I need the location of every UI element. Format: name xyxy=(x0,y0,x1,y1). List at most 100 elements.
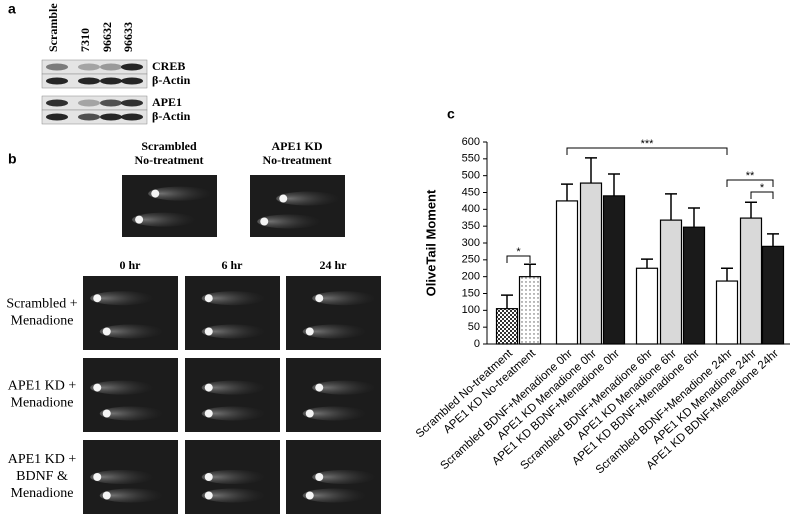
bar xyxy=(761,245,785,345)
significance-label: ** xyxy=(746,170,755,182)
comet-head xyxy=(151,189,160,198)
comet-tail xyxy=(90,380,155,395)
row-label: Menadione xyxy=(11,314,74,329)
panel-label: c xyxy=(447,106,455,122)
comet-head xyxy=(135,215,144,224)
comet-head xyxy=(93,473,102,481)
error-bar xyxy=(585,157,597,184)
bar xyxy=(518,276,542,345)
comet-tail xyxy=(302,488,367,503)
comet-image xyxy=(185,358,280,432)
error-bar xyxy=(608,173,620,196)
comet-head xyxy=(305,327,314,336)
comet-image xyxy=(122,175,217,237)
panel-label: a xyxy=(8,1,16,17)
error-bar xyxy=(721,267,733,282)
error-bar xyxy=(665,193,677,221)
x-tick-label: Scrambled No-treatment xyxy=(414,347,516,440)
band xyxy=(78,113,100,121)
comet-tail xyxy=(148,186,213,201)
row-label: Menadione xyxy=(11,486,74,501)
bar xyxy=(635,267,659,345)
comet-tail xyxy=(312,470,377,484)
comet-head xyxy=(260,217,269,226)
comet-head xyxy=(204,383,213,392)
comet-head xyxy=(315,383,324,392)
row-label: APE1 KD + xyxy=(8,452,77,467)
band xyxy=(100,99,122,107)
band xyxy=(100,63,122,71)
error-bar xyxy=(561,183,573,201)
comet-head xyxy=(204,409,213,418)
lane-label: 96633 xyxy=(121,22,135,52)
y-tick-label: 250 xyxy=(462,254,480,266)
comet-tail xyxy=(302,406,367,421)
significance-label: *** xyxy=(641,138,655,150)
comet-head xyxy=(204,473,213,481)
error-bar xyxy=(745,201,757,219)
comet-head xyxy=(102,409,111,418)
lane-label: 96632 xyxy=(100,22,114,52)
significance-bracket xyxy=(506,255,531,263)
y-tick-label: 400 xyxy=(462,203,480,215)
control-label: No-treatment xyxy=(262,153,331,167)
comet-head xyxy=(204,327,213,336)
blot-label: CREB xyxy=(152,59,185,73)
comet-tail xyxy=(132,212,197,227)
y-tick-label: 550 xyxy=(462,153,480,165)
comet-tail xyxy=(99,406,164,421)
band xyxy=(46,113,68,121)
band xyxy=(78,63,100,71)
comet-head xyxy=(204,294,213,303)
significance-label: * xyxy=(760,182,765,194)
y-tick-label: 50 xyxy=(468,321,480,333)
control-label: APE1 KD xyxy=(272,139,323,153)
bar xyxy=(715,280,739,345)
comet-image xyxy=(83,358,178,432)
y-axis-label: OliveTail Moment xyxy=(423,189,438,296)
bar xyxy=(495,308,519,345)
comet-tail xyxy=(201,380,266,395)
comet-head xyxy=(305,491,314,500)
band xyxy=(121,63,143,71)
comet-head xyxy=(305,409,314,418)
error-bar xyxy=(501,294,513,309)
significance-bracket xyxy=(726,179,774,187)
significance-label: * xyxy=(516,246,521,258)
band xyxy=(78,77,100,85)
band xyxy=(100,77,122,85)
bar xyxy=(682,226,706,345)
panel-label: b xyxy=(8,151,17,167)
comet-image xyxy=(185,276,280,350)
significance-bracket xyxy=(750,191,774,199)
bar xyxy=(659,219,683,345)
y-tick-label: 350 xyxy=(462,220,480,232)
comet-tail xyxy=(90,291,155,306)
y-tick-label: 600 xyxy=(462,136,480,148)
bar xyxy=(555,200,579,345)
row-label: Menadione xyxy=(11,396,74,411)
blot-label: β-Actin xyxy=(152,109,191,123)
blot-label: APE1 xyxy=(152,95,182,109)
error-bar xyxy=(767,233,779,247)
band xyxy=(121,113,143,121)
time-label: 6 hr xyxy=(222,258,244,272)
error-bar xyxy=(688,207,700,228)
row-label: BDNF & xyxy=(16,469,68,484)
comet-tail xyxy=(201,406,266,421)
comet-tail xyxy=(201,470,266,484)
comet-tail xyxy=(312,291,377,306)
band xyxy=(121,99,143,107)
error-bar xyxy=(641,258,653,269)
comet-head xyxy=(102,327,111,336)
y-tick-label: 500 xyxy=(462,170,480,182)
lane-label: Scramble xyxy=(46,3,60,52)
blot-label: β-Actin xyxy=(152,73,191,87)
comet-head xyxy=(93,294,102,303)
comet-tail xyxy=(99,488,164,503)
time-label: 0 hr xyxy=(120,258,142,272)
significance-bracket xyxy=(566,147,728,155)
row-label: APE1 KD + xyxy=(8,379,77,394)
control-label: No-treatment xyxy=(134,153,203,167)
